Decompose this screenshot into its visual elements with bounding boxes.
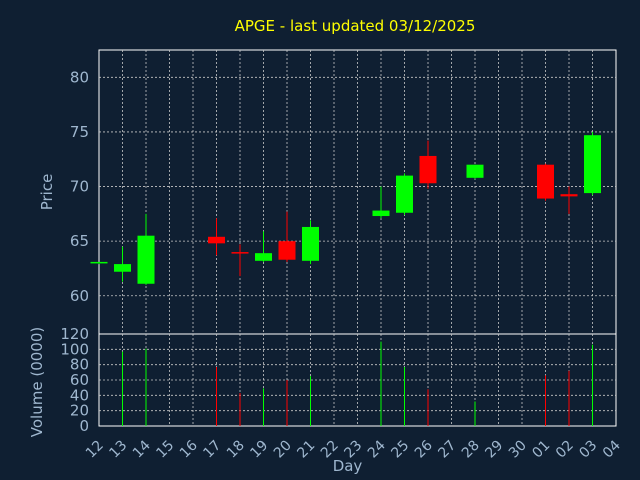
- price-tick-label: 70: [70, 178, 89, 196]
- volume-axis-label: Volume (0000): [28, 327, 46, 437]
- candle-body: [137, 235, 155, 284]
- chart-title: APGE - last updated 03/12/2025: [235, 17, 476, 35]
- x-axis-label: Day: [333, 457, 363, 475]
- candle-body: [90, 261, 108, 264]
- volume-tick-label: 80: [70, 356, 89, 374]
- candle-body: [466, 164, 484, 178]
- volume-tick-label: 0: [79, 417, 89, 435]
- candle-body: [255, 253, 272, 261]
- price-tick-label: 80: [70, 68, 89, 86]
- candle-body: [231, 252, 249, 254]
- price-tick-label: 75: [70, 123, 89, 141]
- volume-tick-label: 40: [70, 386, 89, 404]
- candle-body: [419, 155, 437, 184]
- candle-body: [114, 264, 131, 272]
- price-panel: 60 65 70 75 80 Price: [38, 49, 617, 335]
- candle-body: [584, 135, 601, 194]
- price-tick-label: 65: [70, 232, 89, 250]
- candle-body: [396, 175, 413, 213]
- candle-body: [208, 236, 225, 244]
- candle-body: [302, 226, 319, 261]
- candle-body: [372, 210, 390, 217]
- volume-tick-label: 60: [70, 371, 89, 389]
- candle-body: [278, 241, 296, 260]
- volume-tick-label: 120: [60, 325, 89, 343]
- volume-tick-label: 20: [70, 402, 89, 420]
- volume-tick-label: 100: [60, 340, 89, 358]
- candle-body: [560, 194, 578, 197]
- price-tick-label: 60: [70, 287, 89, 305]
- price-axis-label: Price: [38, 174, 56, 211]
- candle-body: [537, 164, 554, 199]
